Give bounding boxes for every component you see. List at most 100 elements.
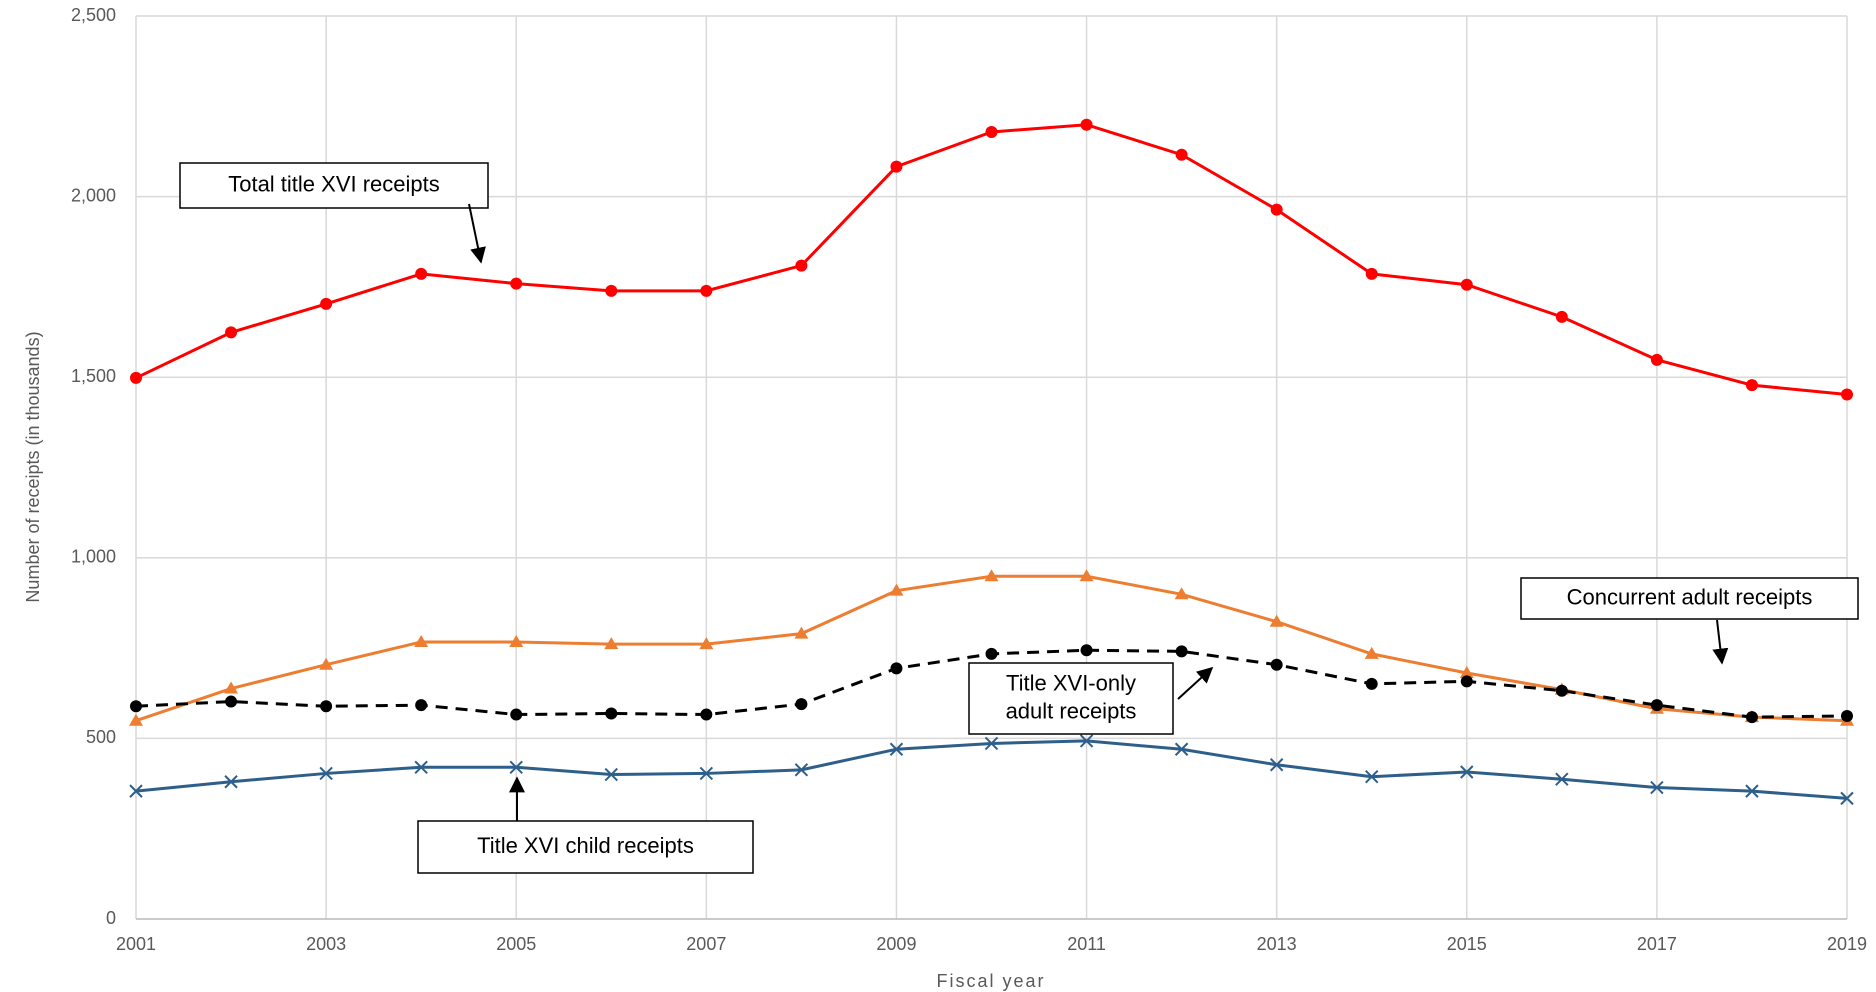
point [1745, 784, 1759, 798]
point [604, 637, 619, 650]
annotation-box [417, 820, 754, 874]
point [1364, 646, 1379, 659]
point [415, 267, 428, 280]
point [794, 626, 809, 639]
point [1840, 791, 1854, 806]
point [1460, 278, 1473, 291]
x-tick-label: 2017 [1637, 934, 1677, 954]
x-tick-label: 2007 [686, 934, 726, 954]
point [414, 634, 429, 647]
point [1650, 780, 1664, 795]
annotation: Title XVI child receipts [417, 776, 754, 874]
x-axis-title: Fiscal year [936, 971, 1045, 991]
point [320, 700, 333, 713]
point [605, 284, 618, 297]
x-tick-label: 2015 [1447, 934, 1487, 954]
point [1174, 587, 1189, 600]
point [130, 700, 142, 713]
annotation-text: Title XVI child receipts [477, 833, 694, 858]
y-tick-label: 500 [86, 727, 116, 747]
y-tick-label: 1,500 [71, 366, 116, 386]
annotation-text: adult receipts [1006, 698, 1137, 723]
annotation-arrow [468, 203, 486, 264]
point [224, 775, 238, 789]
annotation-text: Total title XVI receipts [228, 171, 440, 196]
point [605, 707, 618, 720]
point [699, 766, 714, 781]
annotation: Concurrent adult receipts [1520, 577, 1859, 665]
point [890, 662, 903, 675]
point [1365, 677, 1378, 690]
point [1174, 742, 1189, 756]
point [889, 583, 904, 596]
x-tick-label: 2001 [116, 934, 156, 954]
point [1270, 658, 1283, 671]
point [699, 637, 714, 650]
point [1841, 388, 1853, 401]
point [984, 569, 999, 582]
point [510, 708, 523, 721]
point [1080, 118, 1093, 131]
point [509, 760, 523, 775]
annotation-box [179, 162, 489, 209]
point [1079, 734, 1094, 748]
point [414, 760, 428, 775]
point [320, 297, 333, 310]
series-line [135, 739, 1848, 800]
x-tick-label: 2019 [1827, 934, 1867, 954]
point [225, 695, 238, 708]
annotation-arrow [1177, 666, 1214, 700]
point [795, 698, 808, 711]
point [1650, 699, 1663, 712]
annotation-box [1520, 577, 1859, 620]
point [225, 326, 238, 339]
x-tick-label: 2011 [1067, 934, 1106, 954]
point [1459, 666, 1474, 679]
point [129, 713, 143, 726]
point [1555, 310, 1568, 323]
point [319, 766, 333, 781]
point [1460, 765, 1474, 779]
point [1841, 710, 1853, 723]
point [1175, 148, 1188, 161]
point [129, 784, 143, 798]
point [1650, 353, 1663, 366]
point [984, 736, 999, 751]
point [1745, 379, 1758, 392]
annotation: Title XVI-only adult receipts [968, 662, 1214, 735]
annotation: Total title XVI receipts [179, 162, 489, 264]
point [985, 125, 998, 138]
y-tick-label: 1,000 [71, 547, 116, 567]
annotation-box [968, 662, 1174, 735]
point [130, 371, 142, 384]
annotation-text: Concurrent adult receipts [1567, 584, 1813, 609]
point [795, 259, 808, 272]
point [1460, 675, 1473, 688]
point [1269, 614, 1284, 627]
point [604, 767, 618, 782]
point [1270, 203, 1283, 216]
point [890, 160, 903, 173]
point [700, 708, 713, 721]
y-tick-label: 2,000 [71, 185, 116, 205]
y-tick-label: 0 [106, 908, 116, 928]
point [1365, 267, 1378, 280]
point [1079, 569, 1094, 582]
point [510, 277, 523, 290]
point [1745, 711, 1758, 724]
point [985, 647, 998, 660]
point [700, 284, 713, 297]
annotation-arrow [1712, 619, 1729, 665]
point [1080, 644, 1093, 657]
y-tick-label: 2,500 [71, 5, 116, 25]
point [1555, 684, 1568, 697]
point [1555, 772, 1569, 786]
point [224, 681, 239, 694]
point [509, 634, 524, 647]
point [1365, 769, 1379, 784]
annotation-text: Title XVI-only [1006, 670, 1136, 695]
y-axis-title: Number of receipts (in thousands) [23, 331, 43, 602]
x-tick-label: 2009 [876, 934, 916, 954]
point [1269, 758, 1284, 772]
